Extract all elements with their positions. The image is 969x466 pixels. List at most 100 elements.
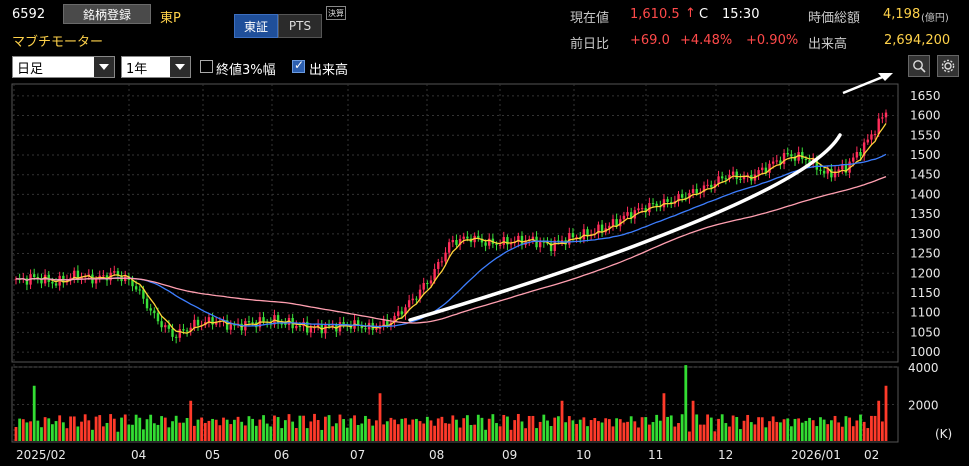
chevron-down-icon[interactable] (94, 57, 114, 77)
candle-body (648, 203, 651, 213)
candle-body (779, 160, 782, 165)
price-label: 現在値 (570, 11, 610, 26)
volume-bar (276, 417, 280, 441)
candle-body (498, 244, 502, 246)
market-tabs: 東証 PTS (234, 14, 322, 38)
candle-body (801, 152, 804, 159)
candle-body (557, 240, 560, 242)
date-label: 06 (274, 448, 289, 462)
volume-bar (51, 424, 54, 441)
volume-bar (236, 416, 240, 441)
volume-bar (815, 426, 819, 441)
volume-bar (564, 422, 568, 441)
candle-body (691, 189, 695, 194)
candle-body (458, 238, 462, 245)
volume-bar (182, 422, 185, 441)
candle-body (480, 238, 484, 243)
volume-bar (465, 415, 469, 441)
candle-body (830, 168, 833, 178)
volume-bar (389, 417, 393, 441)
kessan-badge[interactable]: 決算 (326, 6, 346, 20)
candle-body (94, 278, 98, 284)
volume-bar (167, 427, 171, 441)
volume-bar (826, 424, 830, 441)
volume-bar (105, 422, 109, 441)
candle-body (728, 175, 731, 179)
volume-bar (305, 428, 309, 441)
gear-icon[interactable] (937, 55, 959, 77)
volume-value: 2,694,200 (884, 33, 951, 48)
volume-bar (345, 427, 349, 441)
candle-body (644, 208, 647, 213)
volume-bar (753, 424, 757, 441)
volume-bar (691, 400, 695, 441)
volume-bar (334, 423, 338, 441)
candle-body (233, 324, 236, 326)
volume-bar (695, 414, 699, 441)
price-tick-label: 1250 (910, 247, 941, 261)
volume-bar (607, 419, 611, 441)
volume-bar (385, 421, 389, 441)
candle-body (437, 261, 440, 269)
candle-body (717, 176, 720, 184)
volume-bar (582, 417, 586, 441)
volume-bar (604, 418, 608, 441)
zoom-icon[interactable] (908, 55, 930, 77)
interval-select[interactable]: 日足 (12, 56, 115, 78)
volume-bar (349, 418, 353, 441)
volume-bar (418, 421, 422, 441)
change-pct2: +0.90% (746, 33, 799, 48)
candle-body (418, 289, 422, 299)
candle-body (517, 235, 520, 242)
register-button[interactable]: 銘柄登録 (63, 4, 151, 24)
volume-bar (425, 416, 429, 441)
volume-bar (622, 422, 626, 441)
volume-bar (433, 425, 437, 441)
chevron-down-icon[interactable] (170, 57, 190, 77)
volume-bar (844, 416, 848, 441)
candle-body (640, 208, 644, 210)
candle-body (582, 229, 586, 240)
candle-body (710, 184, 713, 188)
candle-body (600, 224, 604, 233)
volume-bar (87, 420, 91, 441)
volume-bar (189, 400, 193, 441)
volume-checkbox[interactable] (292, 58, 305, 73)
price-time: 15:30 (722, 7, 760, 22)
candle-body (295, 325, 298, 329)
volume-bar (94, 416, 98, 441)
volume-bar (644, 417, 648, 441)
candle-body (611, 219, 615, 226)
market-label: 東P (160, 11, 181, 26)
candle-body (338, 322, 342, 332)
volume-bar (309, 421, 313, 441)
volume-bar (214, 419, 218, 441)
tab-pts[interactable]: PTS (278, 14, 322, 38)
range-select[interactable]: 1年 (121, 56, 191, 78)
candle-body (775, 160, 778, 162)
volume-bar (586, 426, 589, 441)
candle-body (626, 212, 629, 216)
candle-body (855, 152, 859, 158)
candle-body (54, 283, 58, 286)
volume-bar (647, 424, 651, 441)
volume-bar (287, 414, 291, 441)
volume-bar (666, 416, 669, 441)
candle-body (706, 184, 709, 186)
candle-body (804, 158, 808, 160)
volume-bar (833, 415, 837, 441)
price-tick-label: 1350 (910, 207, 941, 221)
volume-bar (764, 427, 768, 441)
stock-code: 6592 (12, 7, 46, 22)
candle-body (531, 236, 535, 240)
volume-bar (480, 417, 484, 441)
tab-tosho[interactable]: 東証 (234, 14, 278, 38)
candle-body (684, 197, 687, 199)
band-checkbox[interactable] (200, 60, 213, 73)
candle-body (105, 275, 109, 281)
volume-bar (163, 417, 167, 441)
volume-bar (302, 415, 305, 441)
change-label: 前日比 (570, 37, 610, 52)
volume-bar (629, 416, 633, 441)
